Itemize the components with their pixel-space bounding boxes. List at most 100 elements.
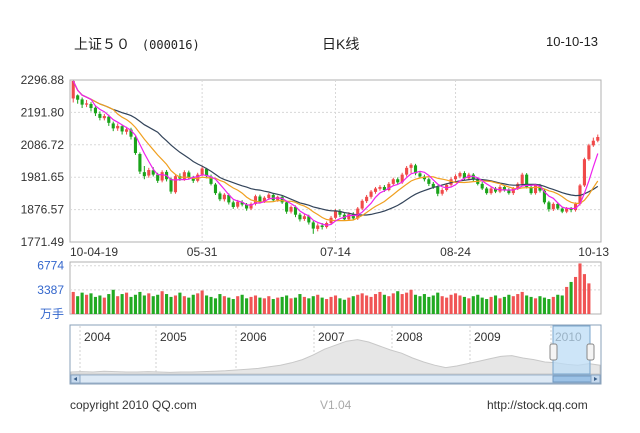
candle bbox=[533, 183, 538, 195]
volume-bar bbox=[476, 294, 480, 314]
volume-bar bbox=[173, 295, 178, 314]
candle-body bbox=[138, 153, 142, 172]
navigator-scrollbar[interactable] bbox=[70, 374, 601, 384]
volume-bar bbox=[245, 298, 249, 314]
candle-body bbox=[76, 95, 80, 100]
candle bbox=[111, 121, 115, 132]
candle-body bbox=[182, 172, 186, 179]
volume-bar bbox=[151, 296, 155, 314]
candle-body bbox=[289, 207, 293, 212]
volume-panel: 6774 3387 万手 bbox=[37, 259, 602, 321]
volume-bar bbox=[387, 296, 391, 314]
candle bbox=[596, 134, 600, 143]
candle-body bbox=[373, 188, 378, 192]
candle bbox=[560, 207, 564, 214]
volume-bar bbox=[222, 296, 226, 314]
volume-bar bbox=[289, 298, 293, 314]
scroll-right-arrow-icon bbox=[594, 377, 598, 381]
navigator-left-handle[interactable] bbox=[549, 343, 558, 361]
scrollbar-thumb[interactable] bbox=[552, 375, 592, 383]
candle bbox=[289, 205, 293, 214]
volume-bar bbox=[440, 296, 444, 314]
candle bbox=[529, 185, 533, 195]
volume-unit-label: 万手 bbox=[40, 307, 64, 321]
candle-body bbox=[529, 186, 533, 194]
candle bbox=[160, 170, 164, 183]
volume-bar bbox=[316, 294, 320, 314]
volume-bar bbox=[498, 298, 502, 314]
candle-body bbox=[387, 183, 391, 191]
volume-bar bbox=[120, 294, 124, 314]
volume-bar bbox=[538, 296, 542, 314]
volume-bar bbox=[102, 297, 106, 314]
candle-body bbox=[489, 188, 493, 194]
volume-bar bbox=[218, 294, 222, 314]
candle-body bbox=[111, 123, 115, 129]
candle bbox=[405, 165, 409, 177]
candle-body bbox=[236, 201, 240, 207]
volume-bar bbox=[236, 296, 240, 314]
candle-body bbox=[480, 183, 484, 189]
volume-bar bbox=[547, 299, 551, 314]
candle bbox=[316, 223, 320, 232]
candle-body bbox=[516, 183, 520, 189]
volume-bar bbox=[85, 294, 89, 314]
candle-body bbox=[98, 113, 102, 118]
volume-bar bbox=[293, 297, 298, 314]
candle-body bbox=[71, 80, 75, 99]
volume-bar bbox=[227, 297, 231, 314]
candle-body bbox=[356, 208, 360, 219]
candle bbox=[547, 200, 551, 212]
ma5-line bbox=[72, 80, 599, 226]
candle-body bbox=[596, 137, 600, 141]
candle-body bbox=[280, 196, 284, 203]
candle-body bbox=[258, 196, 262, 202]
candle-body bbox=[218, 193, 222, 200]
volume-bar bbox=[156, 294, 160, 314]
candle-body bbox=[547, 202, 551, 210]
volume-bar bbox=[578, 263, 582, 314]
candle-body bbox=[436, 186, 440, 194]
candle bbox=[582, 157, 586, 187]
navigator-selection[interactable] bbox=[552, 325, 591, 375]
candle-body bbox=[360, 200, 364, 209]
volume-bar bbox=[107, 294, 111, 314]
candle-body bbox=[578, 185, 582, 204]
volume-bar bbox=[231, 299, 235, 314]
candle-body bbox=[187, 172, 191, 178]
candle bbox=[169, 177, 173, 194]
navigator-right-handle[interactable] bbox=[586, 343, 595, 361]
candle-body bbox=[191, 177, 195, 181]
volume-bar bbox=[333, 295, 338, 314]
date-tick-label: 08-24 bbox=[440, 245, 471, 259]
candle bbox=[173, 174, 178, 194]
volume-bar bbox=[133, 294, 138, 314]
candle bbox=[205, 167, 209, 179]
chart-date: 10-10-13 bbox=[546, 34, 599, 49]
candle-body bbox=[285, 202, 289, 212]
candle bbox=[285, 200, 289, 214]
volume-bar bbox=[373, 294, 378, 314]
candle-body bbox=[200, 168, 204, 175]
candle bbox=[280, 195, 284, 204]
candle-body bbox=[391, 179, 395, 184]
candle bbox=[102, 113, 106, 121]
candle-body bbox=[418, 173, 422, 177]
site-url-link[interactable]: http://stock.qq.com bbox=[487, 398, 588, 412]
candle bbox=[93, 105, 98, 117]
candle-body bbox=[422, 176, 426, 180]
candle-body bbox=[85, 103, 89, 105]
candle-body bbox=[413, 165, 418, 174]
volume-bar bbox=[467, 298, 471, 314]
candle bbox=[436, 185, 440, 197]
candle-body bbox=[151, 170, 155, 175]
navigator-year-label: 2005 bbox=[160, 330, 187, 344]
candle bbox=[418, 171, 422, 179]
time-navigator[interactable]: 2004200520062007200820092010 bbox=[69, 324, 602, 385]
candle-body bbox=[347, 214, 351, 220]
candle-body bbox=[533, 185, 538, 194]
volume-bar bbox=[502, 296, 506, 314]
volume-bar bbox=[347, 297, 351, 314]
volume-bar bbox=[485, 299, 489, 314]
volume-bar bbox=[436, 292, 440, 314]
